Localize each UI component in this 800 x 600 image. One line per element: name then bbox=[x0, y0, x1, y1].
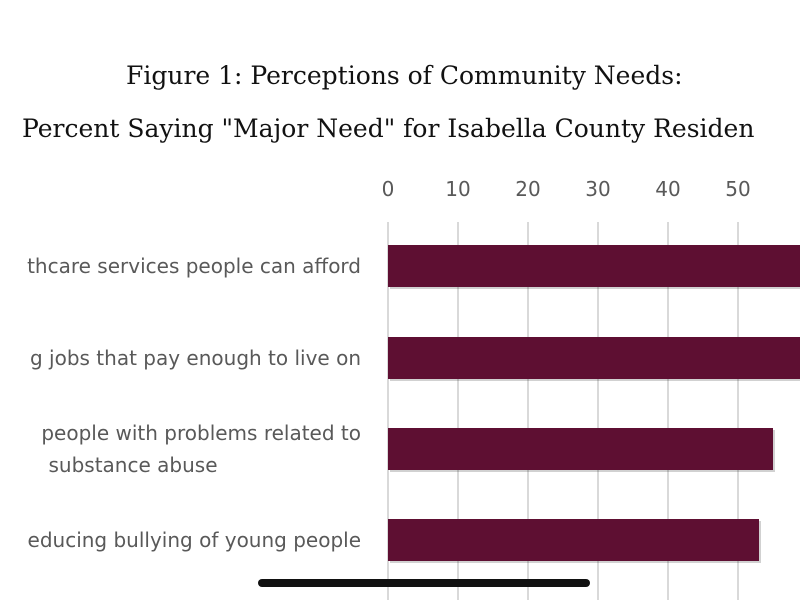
category-label: substance abuse bbox=[49, 453, 218, 477]
x-tick-label: 20 bbox=[515, 177, 540, 201]
category-label: educing bullying of young people bbox=[28, 528, 361, 552]
category-label: people with problems related to bbox=[41, 421, 361, 445]
category-labels: thcare services people can afford g jobs … bbox=[27, 254, 361, 552]
bar bbox=[388, 245, 800, 287]
bar bbox=[388, 428, 773, 470]
x-axis-ticks: 010203040506 bbox=[382, 177, 751, 201]
x-tick-label: 30 bbox=[585, 177, 610, 201]
category-label: thcare services people can afford bbox=[27, 254, 361, 278]
x-tick-label: 0 bbox=[382, 177, 395, 201]
x-tick-label: 50 bbox=[725, 177, 750, 201]
home-indicator bbox=[258, 579, 590, 587]
category-label: g jobs that pay enough to live on bbox=[30, 346, 361, 370]
x-tick-label: 10 bbox=[445, 177, 470, 201]
chart-subtitle: Percent Saying "Major Need" for Isabella… bbox=[22, 114, 754, 143]
bar bbox=[388, 519, 759, 561]
bar bbox=[388, 337, 800, 379]
bars bbox=[388, 245, 800, 563]
chart-title: Figure 1: Perceptions of Community Needs… bbox=[126, 61, 683, 90]
x-tick-label: 40 bbox=[655, 177, 680, 201]
